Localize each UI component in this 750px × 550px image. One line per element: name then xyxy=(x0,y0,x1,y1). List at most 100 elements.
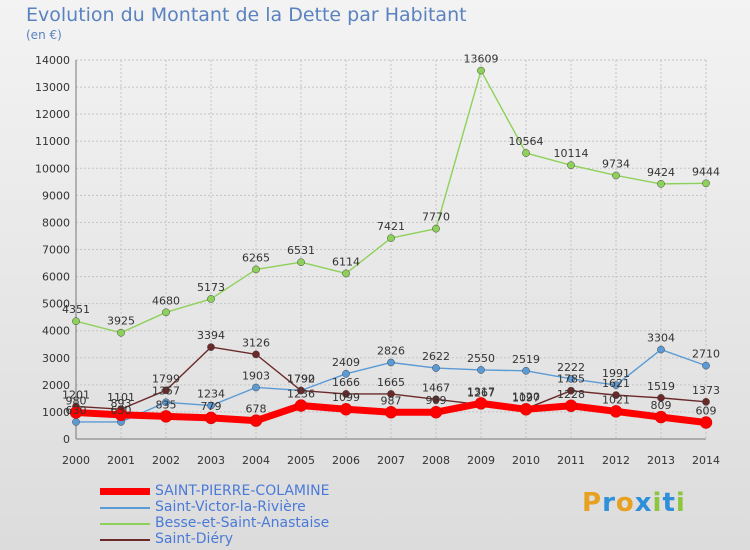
data-label: 10564 xyxy=(509,135,544,148)
y-tick-label: 3000 xyxy=(42,352,70,365)
data-label: 1519 xyxy=(647,380,675,393)
data-point xyxy=(387,390,395,398)
data-point xyxy=(207,295,215,303)
data-point xyxy=(339,402,353,416)
data-labels-layer: 4351 3925 4680 5173 6265 6531 6114 7421 7770 1360… xyxy=(62,53,720,418)
data-point xyxy=(432,224,440,233)
data-point xyxy=(387,234,395,242)
data-point xyxy=(519,403,533,416)
y-tick-label: 6000 xyxy=(42,271,70,284)
data-point xyxy=(342,269,350,278)
legend-label: Saint-Victor-la-Rivière xyxy=(155,499,306,515)
data-label: 2622 xyxy=(422,350,450,363)
data-label: 2222 xyxy=(557,361,585,374)
data-label: 893 xyxy=(111,397,132,410)
y-tick-label: 7000 xyxy=(42,244,70,257)
data-point xyxy=(252,350,260,359)
y-tick-label: 0 xyxy=(63,433,70,446)
data-label: 980 xyxy=(66,394,87,407)
y-tick-label: 14000 xyxy=(35,54,70,67)
y-tick-label: 11000 xyxy=(35,135,70,148)
data-label: 1234 xyxy=(197,388,225,401)
data-point xyxy=(204,411,218,425)
x-tick-label: 2000 xyxy=(62,454,90,467)
x-tick-label: 2003 xyxy=(197,454,225,467)
data-point xyxy=(564,399,578,413)
data-label: 1903 xyxy=(242,369,270,382)
data-label: 779 xyxy=(201,400,222,413)
data-point xyxy=(522,366,530,375)
logo-letter: r xyxy=(602,488,616,518)
data-label: 7770 xyxy=(422,211,450,224)
data-point xyxy=(72,418,80,426)
y-tick-label: 10000 xyxy=(35,162,70,175)
data-point xyxy=(387,358,395,367)
data-point xyxy=(432,364,440,372)
data-label: 6265 xyxy=(242,251,270,264)
data-point xyxy=(207,401,215,410)
data-point xyxy=(162,398,170,407)
data-label: 609 xyxy=(696,405,717,418)
x-tick-label: 2011 xyxy=(557,454,585,467)
data-label: 1621 xyxy=(602,377,630,390)
data-point xyxy=(294,399,308,412)
data-point xyxy=(657,345,665,354)
data-label: 2409 xyxy=(332,356,360,369)
data-label: 4680 xyxy=(152,294,180,307)
brand-logo: Proxiti xyxy=(582,488,686,518)
data-label: 987 xyxy=(381,394,402,407)
legend-label: SAINT-PIERRE-COLAMINE xyxy=(155,483,330,499)
data-label: 1267 xyxy=(467,387,495,400)
data-label: 678 xyxy=(246,403,267,416)
data-label: 9444 xyxy=(692,165,720,178)
data-point xyxy=(207,343,215,351)
data-label: 10114 xyxy=(554,147,589,160)
x-tick-label: 2002 xyxy=(152,454,180,467)
data-point xyxy=(702,179,710,188)
data-point xyxy=(342,369,350,378)
y-tick-label: 9000 xyxy=(42,189,70,202)
data-label: 5173 xyxy=(197,281,225,294)
y-axis: 0 1000 2000 3000 4000 5000 6000 7000 8000 9000 100… xyxy=(35,54,77,446)
data-label: 1991 xyxy=(602,367,630,380)
legend-label: Saint-Diéry xyxy=(155,531,234,547)
data-point xyxy=(297,386,305,395)
y-tick-label: 5000 xyxy=(42,298,70,311)
data-label: 2826 xyxy=(377,344,405,357)
data-label: 2550 xyxy=(467,352,495,365)
y-tick-label: 4000 xyxy=(42,325,70,338)
data-point xyxy=(477,366,485,374)
legend-swatch xyxy=(100,488,150,495)
data-point xyxy=(162,386,170,395)
data-label: 2710 xyxy=(692,348,720,361)
data-label: 1790 xyxy=(287,373,315,386)
data-point xyxy=(342,390,350,398)
data-label: 1357 xyxy=(152,384,180,397)
data-label: 630 xyxy=(66,404,87,417)
data-point xyxy=(567,161,575,170)
data-label: 3304 xyxy=(647,332,675,345)
data-point xyxy=(567,374,575,383)
x-tick-label: 2001 xyxy=(107,454,135,467)
data-label: 3394 xyxy=(197,329,225,342)
data-label: 1373 xyxy=(692,384,720,397)
data-point xyxy=(297,258,305,267)
data-label: 630 xyxy=(111,404,132,417)
legend-swatch xyxy=(100,523,150,525)
data-point xyxy=(567,386,575,395)
data-point xyxy=(249,414,263,427)
x-tick-label: 2010 xyxy=(512,454,540,467)
data-label: 6531 xyxy=(287,244,315,257)
logo-letter: i xyxy=(675,488,686,518)
data-label: 1317 xyxy=(467,385,495,398)
x-tick-label: 2008 xyxy=(422,454,450,467)
legend-swatch xyxy=(100,507,150,509)
legend-label: Besse-et-Saint-Anastaise xyxy=(155,515,330,531)
x-tick-label: 2013 xyxy=(647,454,675,467)
x-tick-label: 2005 xyxy=(287,454,315,467)
data-label: 7421 xyxy=(377,220,405,233)
data-label: 989 xyxy=(426,394,447,407)
data-label: 1120 xyxy=(512,391,540,404)
data-label: 1228 xyxy=(557,388,585,401)
